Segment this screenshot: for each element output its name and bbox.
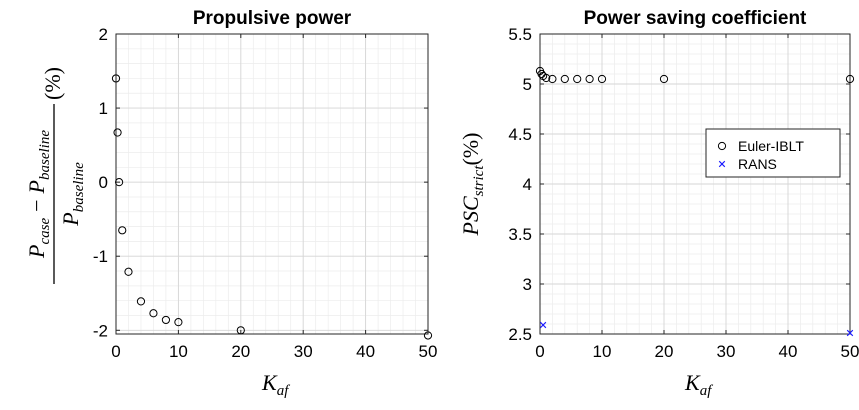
chart-power-saving-coefficient: 0 10 20 30 40 50 2.5 3 3.5 4 4.5 5 5.5 Power saving …: [458, 8, 859, 399]
y-label-den-base: P: [58, 212, 83, 226]
data-point-circle: [423, 331, 433, 340]
y-tick-label-right: 5: [523, 75, 532, 94]
data-point-circle: [115, 178, 124, 187]
y-label-num-b-base: P: [24, 180, 49, 194]
x-tick-label-left: 20: [231, 342, 250, 361]
data-point-circle: [542, 73, 551, 83]
y-label-num-a-sub: case: [37, 218, 53, 245]
y-label-minus: −: [24, 199, 49, 211]
y-tick-label-left: 0: [99, 173, 108, 192]
data-point-circle: [118, 226, 127, 235]
data-point-x: [846, 329, 854, 337]
data-point-circle: [236, 326, 245, 335]
x-tick-label-right: 40: [779, 342, 798, 361]
data-point-circle: [560, 74, 569, 84]
y-axis-label-right: PSCstrict(%): [458, 133, 487, 237]
data-point-circle: [548, 74, 557, 84]
data-point-circle: [136, 297, 146, 306]
y-tick-label-right: 4.5: [508, 125, 532, 144]
y-tick-label-left: -1: [93, 247, 108, 266]
legend-label: RANS: [738, 156, 777, 172]
y-label-den-sub: baseline: [71, 162, 87, 212]
legend-marker-circle: [717, 141, 727, 151]
x-axis-label-left-sub: af: [277, 383, 291, 399]
x-axis-label-right-sub: af: [700, 383, 714, 399]
legend: Euler-IBLT RANS: [705, 128, 841, 178]
x-tick-label-right: 10: [593, 342, 612, 361]
legend-entries: Euler-IBLT RANS: [717, 138, 804, 172]
y-tick-label-right: 4: [523, 175, 532, 194]
x-axis-label-right: Kaf: [684, 370, 713, 399]
y-tick-label-left: -2: [93, 321, 108, 340]
x-tick-label-left: 10: [169, 342, 188, 361]
data-point-x: [539, 321, 547, 329]
data-point-circle: [573, 74, 582, 84]
y-tick-label-right: 3: [523, 275, 532, 294]
points-right: [535, 66, 855, 337]
x-axis-label-left: Kaf: [261, 370, 290, 399]
data-point-circle: [161, 315, 171, 325]
x-axis-label-right-base: K: [684, 370, 701, 395]
data-point-circle: [537, 69, 546, 79]
y-tick-label-left: 2: [99, 25, 108, 44]
grid-right: [539, 33, 851, 335]
y-label-num-a-base: P: [24, 245, 49, 259]
data-point-circle: [113, 128, 122, 137]
y-label-right-unit: (%): [458, 133, 483, 166]
y-tick-label-right: 5.5: [508, 25, 532, 44]
y-label-denominator: Pbaseline: [58, 162, 87, 227]
y-label-numerator: Pcase − Pbaseline: [24, 130, 53, 259]
y-tick-label-left: 1: [99, 99, 108, 118]
x-tick-label-right: 30: [717, 342, 736, 361]
legend-label: Euler-IBLT: [738, 138, 804, 154]
data-point-circle: [174, 318, 183, 327]
y-label-right-base: PSC: [458, 196, 483, 236]
y-axis-label-left: Pcase−Pbaseline Pbaseline (%): [24, 67, 87, 284]
ticks-left: 0 10 20 30 40 50 -2 -1 0 1 2: [93, 25, 438, 361]
data-point-circle: [845, 74, 855, 84]
x-tick-label-left: 30: [294, 342, 313, 361]
x-axis-label-left-base: K: [261, 370, 278, 395]
x-tick-label-left: 50: [419, 342, 438, 361]
x-tick-label-right: 0: [535, 342, 544, 361]
data-point-circle: [659, 74, 669, 84]
points-left: [111, 74, 433, 340]
x-tick-label-left: 0: [111, 342, 120, 361]
data-point-circle: [597, 74, 607, 84]
chart-title-left: Propulsive power: [193, 8, 352, 29]
data-point-circle: [585, 74, 594, 84]
data-point-circle: [111, 74, 121, 83]
chart-title-right: Power saving coefficient: [584, 8, 807, 29]
x-tick-label-left: 40: [356, 342, 375, 361]
ticks-right: 0 10 20 30 40 50 2.5 3 3.5 4 4.5 5 5.5: [508, 25, 859, 361]
y-tick-label-right: 2.5: [508, 325, 532, 344]
x-tick-label-right: 20: [655, 342, 674, 361]
data-point-circle: [149, 309, 158, 318]
y-label-num-b-sub: baseline: [37, 130, 53, 180]
legend-marker-x: [718, 160, 726, 168]
plot-area-left: [116, 34, 428, 334]
y-label-right-sub: strict: [471, 165, 487, 197]
data-point-circle: [124, 267, 133, 276]
legend-box: [705, 128, 841, 178]
y-tick-label-right: 3.5: [508, 225, 532, 244]
y-label-unit-left: (%): [40, 67, 65, 100]
x-tick-label-right: 50: [841, 342, 859, 361]
